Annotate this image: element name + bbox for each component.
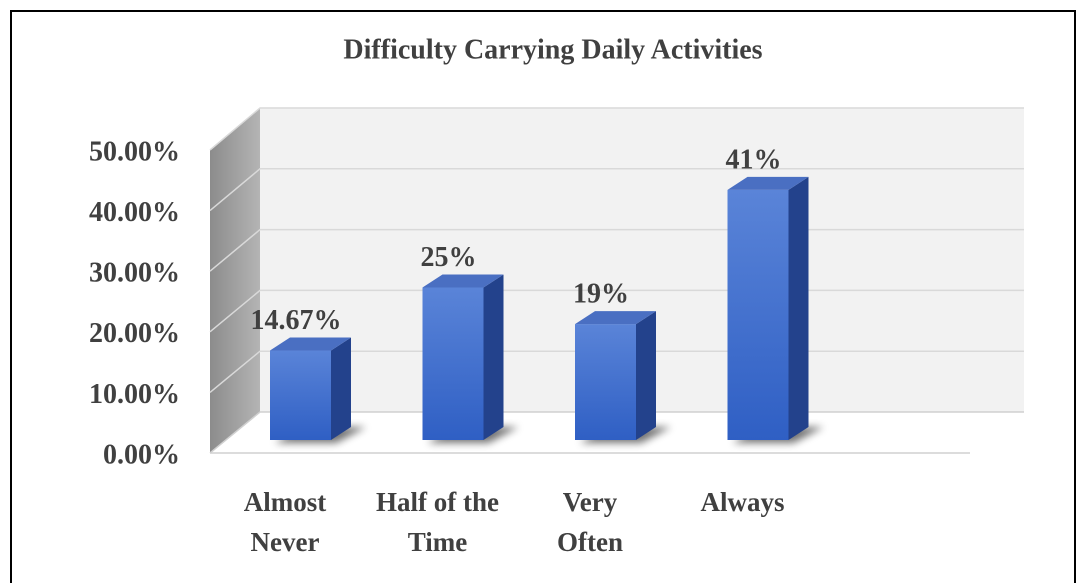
y-tick-label: 50.00% — [89, 136, 180, 167]
bar-side — [636, 311, 656, 440]
x-tick-label: Almost Never — [243, 487, 327, 557]
bar — [422, 287, 484, 440]
bar — [575, 324, 636, 440]
bar-side — [331, 337, 351, 440]
value-label: 19% — [573, 279, 629, 310]
bar — [727, 189, 789, 440]
x-tick-label: Always — [700, 487, 785, 517]
y-tick-label: 20.00% — [89, 318, 180, 349]
chart-title: Difficulty Carrying Daily Activities — [343, 34, 762, 65]
value-label: 25% — [421, 242, 477, 273]
value-label: 41% — [726, 144, 782, 175]
grid-line — [209, 107, 1024, 151]
grid-line — [209, 168, 1024, 212]
y-tick-label: 30.00% — [89, 258, 180, 289]
value-label: 14.67% — [251, 305, 342, 336]
x-tick-label: Very Often — [557, 487, 623, 557]
y-tick-label: 40.00% — [89, 197, 180, 228]
y-tick-label: 10.00% — [89, 379, 180, 410]
bar — [270, 350, 331, 440]
bar-top — [422, 274, 504, 288]
bar-side — [788, 176, 809, 440]
bar-side — [483, 274, 504, 440]
side-wall — [210, 108, 260, 453]
bar-top — [575, 311, 656, 325]
frame — [10, 10, 1076, 583]
x-tick-label: Half of the Time — [376, 487, 499, 557]
bar-top — [270, 337, 351, 351]
bar-top — [727, 176, 809, 190]
y-tick-label: 0.00% — [103, 439, 180, 470]
